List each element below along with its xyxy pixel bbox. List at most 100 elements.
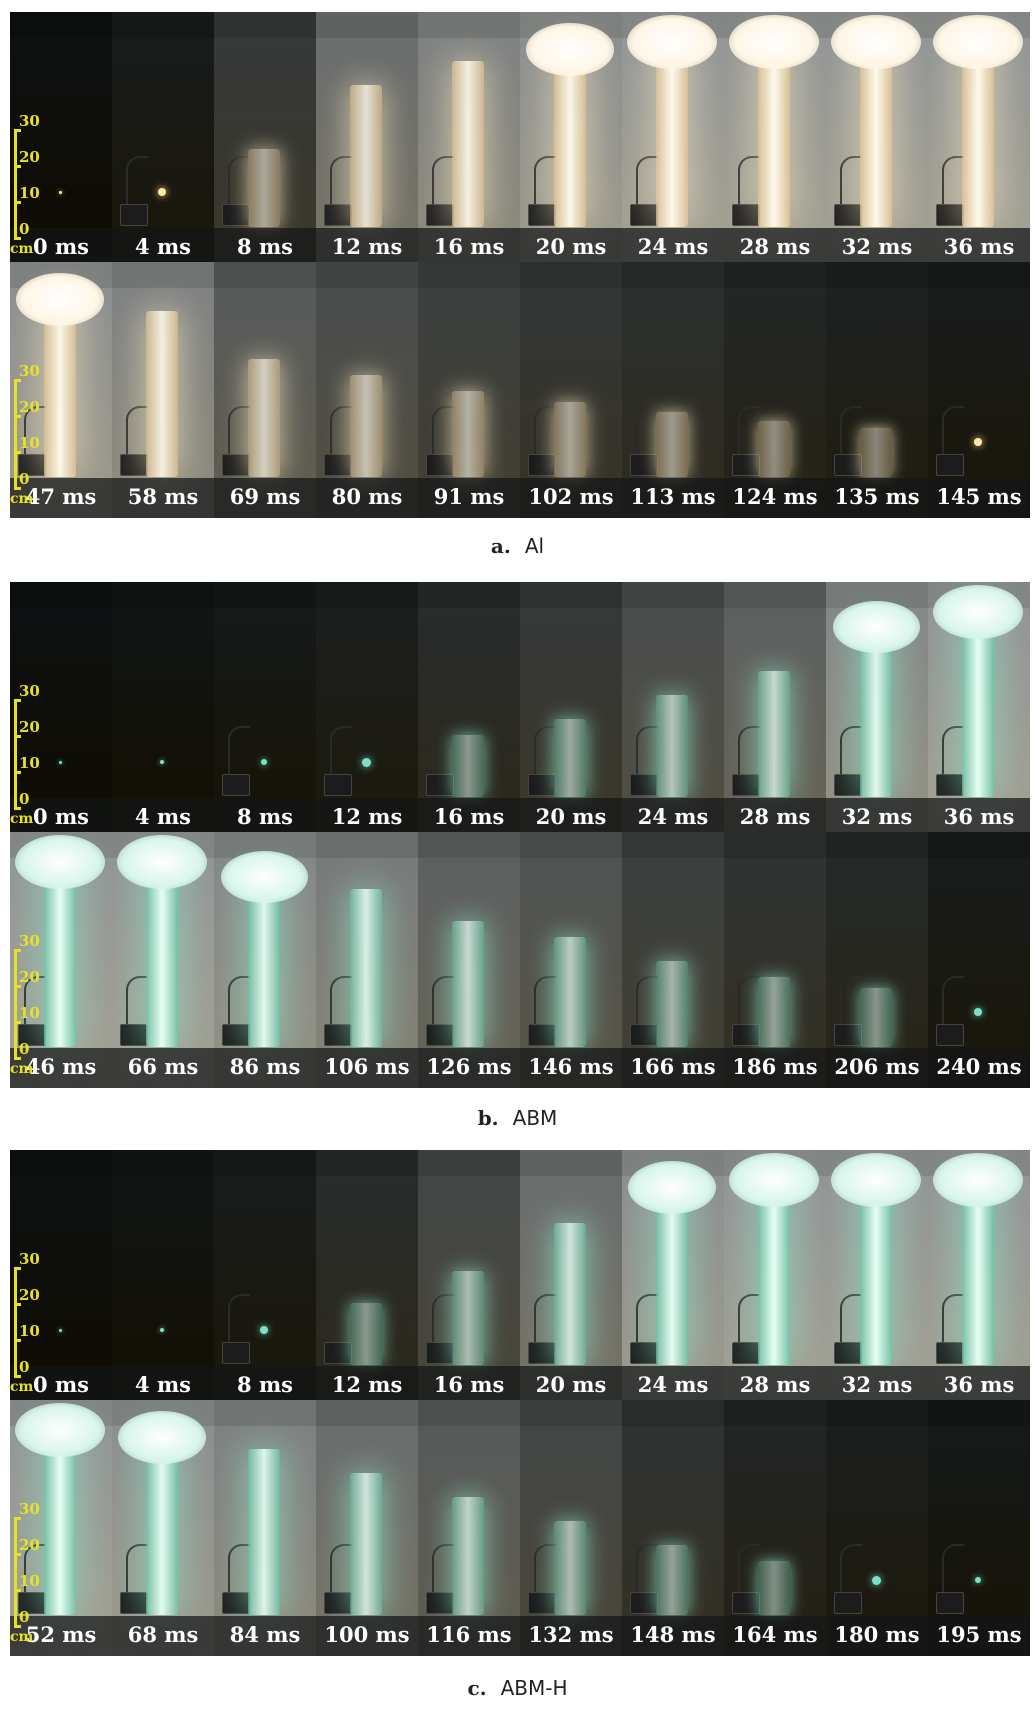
cable [228, 726, 250, 778]
flame-cloud [117, 834, 207, 889]
frame-background [112, 1150, 214, 1406]
flame-column [554, 937, 586, 1047]
time-label: 12 ms [331, 234, 403, 259]
cable [534, 406, 556, 458]
cable [942, 1544, 964, 1596]
flame-cloud [933, 584, 1023, 639]
igniter-fixture [426, 1592, 454, 1614]
frame-wall [316, 1400, 418, 1426]
igniter-fixture [222, 774, 250, 796]
time-label-band [622, 228, 724, 268]
time-label-band [418, 798, 520, 838]
video-frame: 24 ms [622, 12, 724, 268]
time-label: 20 ms [535, 804, 607, 829]
cable [126, 406, 148, 458]
frame-background [10, 582, 112, 838]
flame-cloud [627, 14, 717, 69]
time-label-band [928, 1048, 1030, 1088]
caption-letter: b. [477, 1106, 499, 1130]
frame-wall [622, 262, 724, 288]
video-frame: 4 ms [112, 12, 214, 268]
time-label: 52 ms [25, 1622, 97, 1647]
time-label-band [112, 1616, 214, 1656]
panel-abm-h: 0 ms 4 ms 8 ms 12 ms 16 ms 20 ms 24 ms 28 ms 32 … [10, 1150, 1030, 1656]
video-frame: 180 ms [826, 1400, 928, 1656]
time-label: 28 ms [739, 1372, 811, 1397]
flame-column [350, 1473, 382, 1615]
flame-column [554, 402, 586, 477]
flame-cloud [729, 1152, 819, 1207]
frame-wall [316, 1150, 418, 1176]
time-label: 36 ms [943, 234, 1015, 259]
flame-column [452, 735, 484, 797]
video-frame: 52 ms [10, 1400, 112, 1656]
igniter-fixture [120, 1024, 148, 1046]
video-frame: 8 ms [214, 582, 316, 838]
time-label: 24 ms [637, 804, 709, 829]
time-label: 24 ms [637, 234, 709, 259]
cable [534, 1294, 556, 1346]
video-frame: 20 ms [520, 12, 622, 268]
frame-wall [10, 1150, 112, 1176]
frame-wall [826, 832, 928, 858]
cable [636, 1294, 658, 1346]
igniter-fixture [834, 1342, 862, 1364]
caption-letter: a. [490, 534, 511, 558]
cable [330, 406, 352, 458]
time-label-band [622, 478, 724, 518]
time-label: 16 ms [433, 1372, 505, 1397]
flame-column [860, 427, 892, 477]
video-frame: 46 ms [10, 832, 112, 1088]
video-frame: 0 ms [10, 1150, 112, 1406]
time-label-band [418, 1366, 520, 1406]
time-label-band [214, 478, 316, 518]
flame-cloud [220, 851, 308, 904]
cable [636, 726, 658, 778]
time-label-band [826, 228, 928, 268]
igniter-fixture [324, 1342, 352, 1364]
frame-strip: 47 ms 58 ms 69 ms 80 ms 91 ms 102 ms 113 ms 124… [10, 262, 1030, 518]
time-label: 206 ms [834, 1054, 920, 1079]
ignition-spark [58, 190, 62, 194]
time-label: 106 ms [324, 1054, 410, 1079]
video-frame: 68 ms [112, 1400, 214, 1656]
video-frame: 16 ms [418, 1150, 520, 1406]
time-label: 28 ms [739, 804, 811, 829]
video-frame: 80 ms [316, 262, 418, 518]
video-frame: 66 ms [112, 832, 214, 1088]
frame-wall [316, 12, 418, 38]
time-label-band [724, 1366, 826, 1406]
cable [534, 726, 556, 778]
frame-background [10, 1150, 112, 1406]
igniter-fixture [936, 1342, 964, 1364]
flame-column [656, 37, 688, 227]
cable [942, 976, 964, 1028]
frame-wall [214, 12, 316, 38]
frame-wall [520, 1150, 622, 1176]
igniter-fixture [426, 454, 454, 476]
cable [840, 976, 862, 1028]
cable [126, 976, 148, 1028]
time-label: 16 ms [433, 234, 505, 259]
flame-column [452, 1497, 484, 1615]
igniter-fixture [732, 774, 760, 796]
flame-column [452, 1271, 484, 1365]
caption-name: Al [524, 534, 545, 558]
cable [228, 976, 250, 1028]
igniter-fixture [324, 204, 352, 226]
video-frame: 4 ms [112, 582, 214, 838]
cable [534, 1544, 556, 1596]
frame-wall [520, 832, 622, 858]
time-label-band [724, 1048, 826, 1088]
video-frame: 0 ms [10, 12, 112, 268]
cable [24, 406, 46, 458]
flame-cloud [831, 1152, 921, 1207]
cable [330, 1294, 352, 1346]
video-frame: 166 ms [622, 832, 724, 1088]
video-frame: 106 ms [316, 832, 418, 1088]
time-label: 135 ms [834, 484, 920, 509]
time-label-band [214, 1366, 316, 1406]
flame-cloud [933, 14, 1023, 69]
video-frame: 24 ms [622, 582, 724, 838]
time-label-band [316, 798, 418, 838]
